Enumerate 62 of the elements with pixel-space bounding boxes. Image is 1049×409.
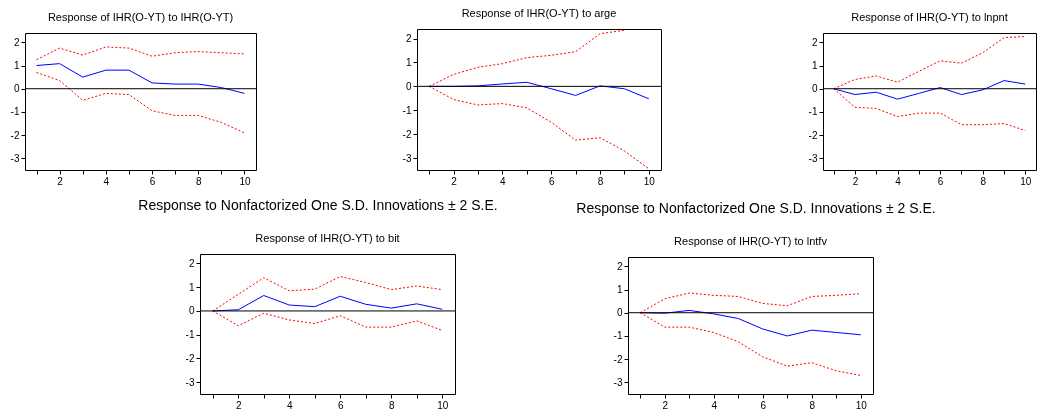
y-tick-label: -3 [185,376,195,388]
y-tick-label: -1 [613,330,623,342]
text: Response to Nonfactorized One S.D. Innovations ± 2 S.E. [138,197,498,213]
y-tick-label: -2 [402,128,412,140]
y-tick-label: -3 [402,152,412,164]
y-tick-label: 2 [405,33,412,45]
chart-title: Response of IHR(O-YT) to arge [461,7,617,19]
chart-title: Response of IHR(O-YT) to bit [255,232,400,244]
y-tick-label: 1 [13,60,20,72]
y-tick-label: -2 [10,129,20,141]
y-tick-label: -3 [808,152,818,164]
x-tick-label: 8 [195,175,202,187]
y-tick-label: 1 [811,60,818,72]
x-tick-label: 8 [980,175,987,187]
x-tick-label: 10 [437,399,449,409]
x-tick-label: 8 [597,175,604,187]
y-tick-label: -1 [808,106,818,118]
y-tick-label: 0 [405,80,412,92]
chart-title: Response of IHR(O-YT) to IHR(O-YT) [47,11,234,23]
y-tick-label: -2 [185,352,195,364]
y-tick-label: 0 [13,83,20,95]
x-tick-label: 6 [760,399,767,409]
y-tick-label: 2 [13,36,20,48]
y-tick-label: 2 [811,36,818,48]
y-tick-label: 0 [188,305,195,317]
x-tick-label: 6 [337,399,344,409]
x-tick-label: 4 [103,175,110,187]
x-tick-label: 4 [500,175,507,187]
x-tick-label: 2 [235,399,242,409]
y-tick-label: -1 [10,106,20,118]
y-tick-label: 0 [616,307,623,319]
x-tick-label: 2 [57,175,64,187]
x-tick-label: 8 [388,399,395,409]
y-tick-label: 1 [188,281,195,293]
text: Response to Nonfactorized One S.D. Innovations ± 2 S.E. [576,200,936,216]
y-tick-label: 1 [405,56,412,68]
y-tick-label: 2 [188,257,195,269]
x-tick-label: 2 [662,399,669,409]
chart-title: Response of IHR(O-YT) to lnpnt [851,11,1008,23]
y-tick-label: -3 [10,152,20,164]
chart-title: Response of IHR(O-YT) to lntfv [674,235,828,247]
x-tick-label: 2 [852,175,859,187]
x-tick-label: 10 [643,175,656,187]
x-tick-label: 10 [239,175,251,187]
x-tick-label: 6 [548,175,555,187]
x-tick-label: 4 [711,399,718,409]
x-tick-label: 4 [895,175,902,187]
y-tick-label: -2 [808,129,818,141]
y-tick-label: -1 [185,329,195,341]
x-tick-label: 6 [149,175,156,187]
x-tick-label: 2 [451,175,458,187]
y-tick-label: -3 [613,376,623,388]
x-tick-label: 10 [855,399,868,409]
y-tick-label: 2 [616,260,623,272]
x-tick-label: 8 [809,399,816,409]
x-tick-label: 10 [1020,175,1032,187]
y-tick-label: 1 [616,284,623,296]
y-tick-label: 0 [811,83,818,95]
y-tick-label: -1 [402,104,412,116]
x-tick-label: 6 [937,175,944,187]
y-tick-label: -2 [613,353,623,365]
x-tick-label: 4 [286,399,293,409]
